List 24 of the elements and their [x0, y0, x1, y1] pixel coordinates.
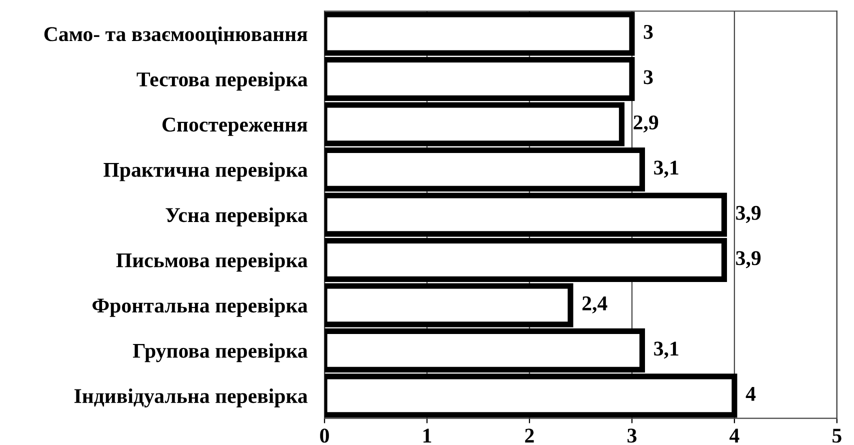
x-tick-label: 3 — [628, 428, 636, 443]
x-tick-label: 5 — [832, 428, 842, 443]
x-tick-label: 4 — [730, 428, 740, 442]
data-label: 3,1 — [654, 342, 678, 359]
data-label: 3,1 — [654, 160, 678, 178]
data-label: 4 — [746, 386, 756, 401]
data-label: 3 — [644, 70, 653, 84]
data-label: 3 — [644, 24, 653, 39]
y-tick-label: Тестова перевірка — [136, 72, 308, 91]
y-tick-label: Практична перевірка — [104, 162, 308, 182]
data-label: 3,9 — [736, 251, 761, 268]
y-tick-label: Само- та взаємооцінювання — [44, 26, 308, 45]
y-tick-label: Спостереження — [162, 118, 308, 136]
y-tick-label: Групова перевірка — [132, 343, 308, 362]
y-tick-label: Усна перевірка — [166, 207, 308, 226]
x-tick-label: 2 — [525, 428, 534, 442]
data-label: 2,4 — [582, 296, 608, 314]
x-tick-label: 0 — [320, 428, 329, 443]
data-label: 3,9 — [736, 206, 761, 223]
y-tick-label: Індивідуальна перевірка — [74, 388, 308, 408]
x-tick-label: 1 — [423, 428, 432, 442]
y-tick-label: Фронтальна перевірка — [92, 298, 308, 317]
y-tick-label: Письмова перевірка — [116, 252, 308, 272]
data-label: 2,9 — [634, 115, 658, 132]
